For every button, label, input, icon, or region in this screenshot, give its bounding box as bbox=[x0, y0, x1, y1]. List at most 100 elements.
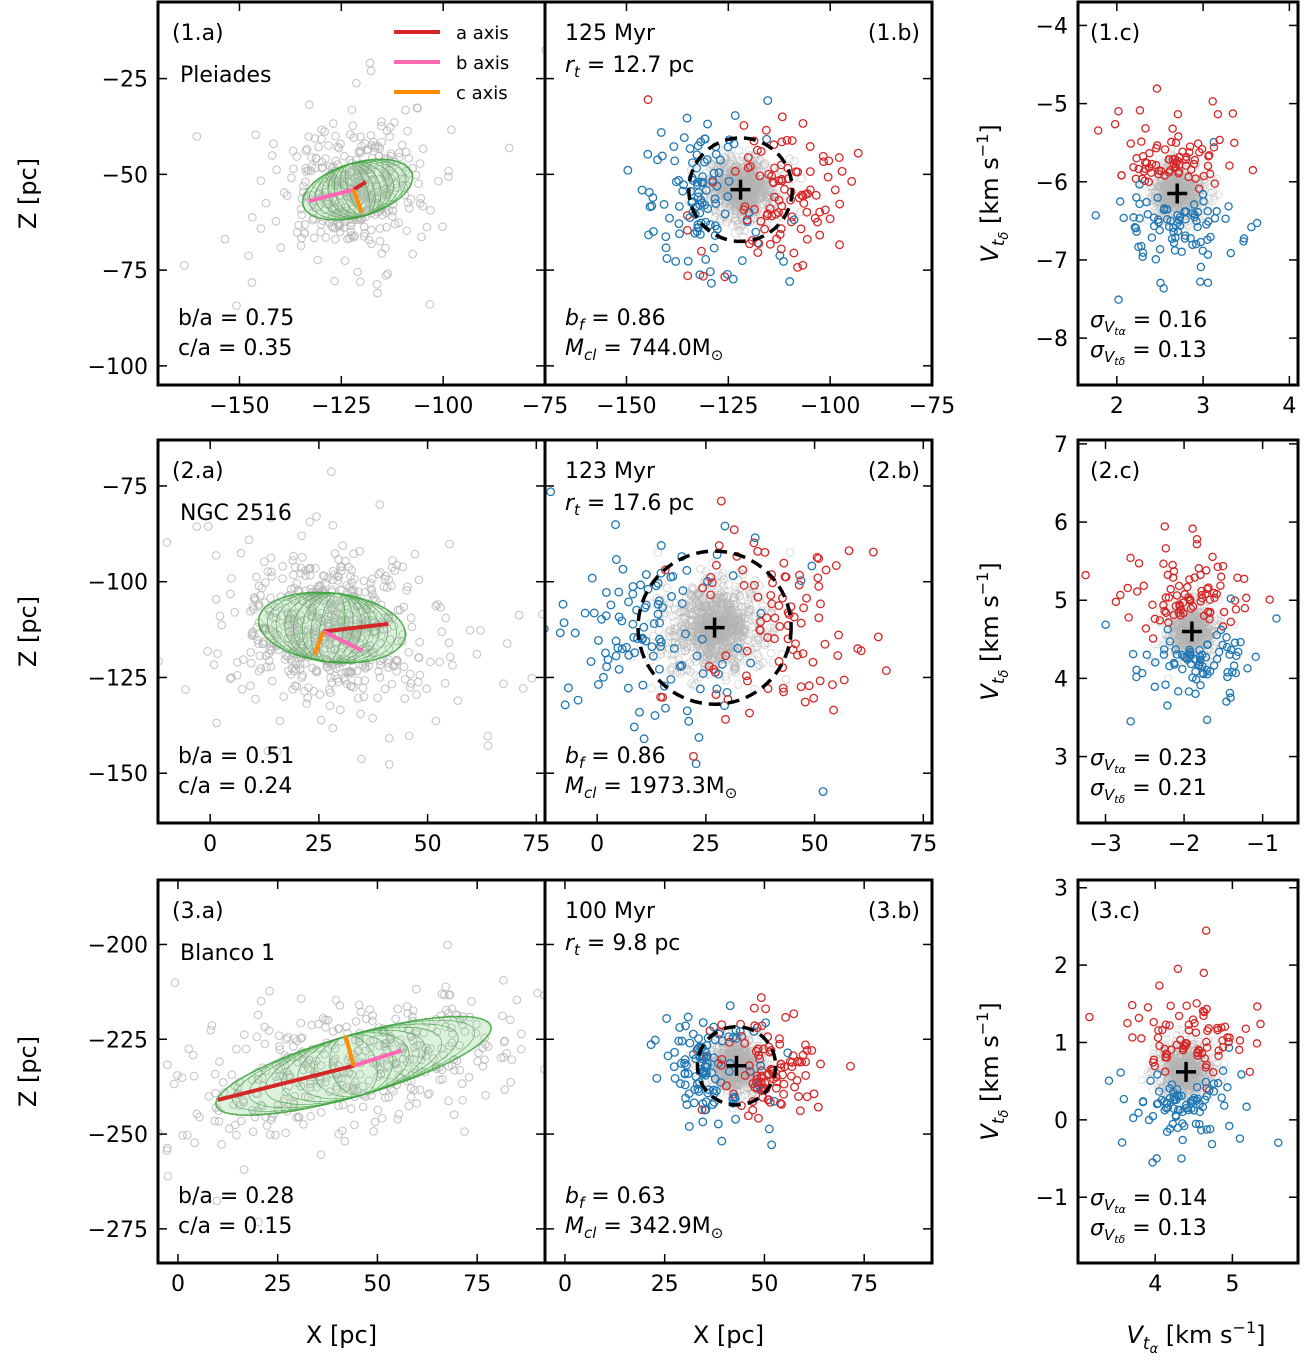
member-star-point bbox=[716, 634, 725, 643]
member-star-point bbox=[728, 620, 737, 630]
member-star-point bbox=[729, 196, 738, 206]
member-star-point bbox=[1190, 187, 1199, 196]
member-star-point bbox=[721, 190, 731, 199]
member-star-point bbox=[723, 621, 733, 630]
blue-star-point bbox=[1192, 216, 1201, 226]
member-star-point bbox=[326, 673, 335, 683]
member-star-point bbox=[712, 621, 721, 631]
member-star-point bbox=[710, 190, 720, 199]
member-star-point bbox=[1182, 178, 1191, 187]
member-star-point bbox=[718, 630, 728, 639]
member-star-point bbox=[729, 638, 738, 647]
member-star-point bbox=[541, 45, 545, 55]
blue-star-point bbox=[702, 155, 712, 165]
member-star-point bbox=[747, 645, 756, 654]
member-star-point bbox=[721, 675, 731, 685]
member-star-point bbox=[728, 667, 738, 677]
member-star-point bbox=[734, 628, 744, 638]
blue-star-point bbox=[598, 672, 608, 682]
blue-star-point bbox=[580, 608, 590, 618]
member-star-point bbox=[754, 634, 763, 644]
member-star-point bbox=[1164, 195, 1173, 204]
member-star-point bbox=[766, 648, 776, 658]
member-star-point bbox=[752, 642, 762, 652]
member-star-point bbox=[1175, 173, 1184, 182]
member-star-point bbox=[431, 716, 441, 726]
member-star-point bbox=[707, 637, 717, 647]
age-text: 125 Myr bbox=[565, 21, 656, 46]
member-star-point bbox=[295, 587, 304, 597]
anno-sub: cl bbox=[584, 784, 597, 802]
member-star-point bbox=[374, 666, 383, 676]
member-star-point bbox=[1213, 174, 1222, 183]
member-star-point bbox=[678, 617, 688, 627]
red-star-point bbox=[1129, 162, 1138, 172]
member-star-point bbox=[1186, 180, 1195, 189]
member-star-point bbox=[700, 615, 710, 625]
member-star-point bbox=[708, 617, 718, 627]
member-star-point bbox=[693, 622, 703, 631]
member-star-point bbox=[718, 617, 727, 627]
blue-star-point bbox=[623, 165, 633, 175]
member-star-point bbox=[290, 681, 300, 690]
member-star-point bbox=[1161, 192, 1170, 201]
member-star-point bbox=[747, 187, 757, 197]
member-star-point bbox=[301, 166, 311, 176]
member-star-point bbox=[762, 197, 771, 206]
member-star-point bbox=[1159, 181, 1168, 190]
member-star-point bbox=[738, 625, 748, 635]
member-star-point bbox=[248, 212, 257, 222]
red-star-point bbox=[683, 271, 693, 281]
member-star-point bbox=[729, 178, 738, 187]
red-star-point bbox=[830, 185, 840, 195]
member-star-point bbox=[359, 222, 369, 232]
blue-star-point bbox=[1191, 239, 1201, 249]
blue-star-point bbox=[722, 269, 732, 279]
member-star-point bbox=[729, 621, 739, 630]
red-star-point bbox=[791, 639, 800, 649]
member-star-point bbox=[761, 223, 771, 232]
member-star-point bbox=[756, 180, 766, 189]
member-star-point bbox=[703, 663, 713, 672]
red-star-point bbox=[1225, 161, 1234, 170]
member-star-point bbox=[1214, 190, 1223, 199]
member-star-point bbox=[290, 627, 300, 636]
member-star-point bbox=[750, 189, 760, 199]
member-star-point bbox=[382, 222, 391, 232]
member-star-point bbox=[718, 594, 728, 603]
red-star-point bbox=[802, 234, 812, 244]
member-star-point bbox=[744, 607, 753, 617]
member-star-point bbox=[732, 198, 741, 207]
blue-star-point bbox=[682, 565, 692, 575]
member-star-point bbox=[692, 596, 701, 606]
blue-star-point bbox=[703, 204, 713, 214]
member-star-point bbox=[737, 168, 747, 178]
member-star-point bbox=[269, 139, 278, 149]
member-star-point bbox=[720, 614, 730, 623]
member-star-point bbox=[729, 196, 739, 206]
red-star-point bbox=[881, 666, 891, 676]
member-star-point bbox=[763, 179, 773, 189]
member-star-point bbox=[737, 156, 747, 166]
member-star-point bbox=[266, 567, 276, 577]
blue-star-point bbox=[659, 681, 669, 691]
member-star-point bbox=[742, 658, 752, 667]
member-star-point bbox=[330, 276, 339, 286]
red-star-point bbox=[766, 590, 776, 600]
member-star-point bbox=[687, 600, 697, 610]
member-star-point bbox=[725, 598, 735, 608]
member-star-point bbox=[209, 660, 219, 670]
member-star-point bbox=[746, 176, 755, 186]
member-star-point bbox=[1149, 202, 1158, 211]
member-star-point bbox=[698, 602, 708, 611]
member-star-point bbox=[749, 182, 758, 192]
fit-annotation: bf = 0.86 bbox=[565, 306, 666, 334]
red-star-point bbox=[745, 239, 755, 249]
member-star-point bbox=[1179, 180, 1188, 189]
blue-star-point bbox=[684, 716, 694, 726]
tidal-radius-circle bbox=[636, 549, 793, 706]
member-star-point bbox=[747, 193, 757, 202]
tidal-radius-text: rt = 12.7 pc bbox=[565, 53, 694, 81]
member-star-point bbox=[1147, 189, 1156, 198]
member-star-point bbox=[717, 617, 727, 627]
